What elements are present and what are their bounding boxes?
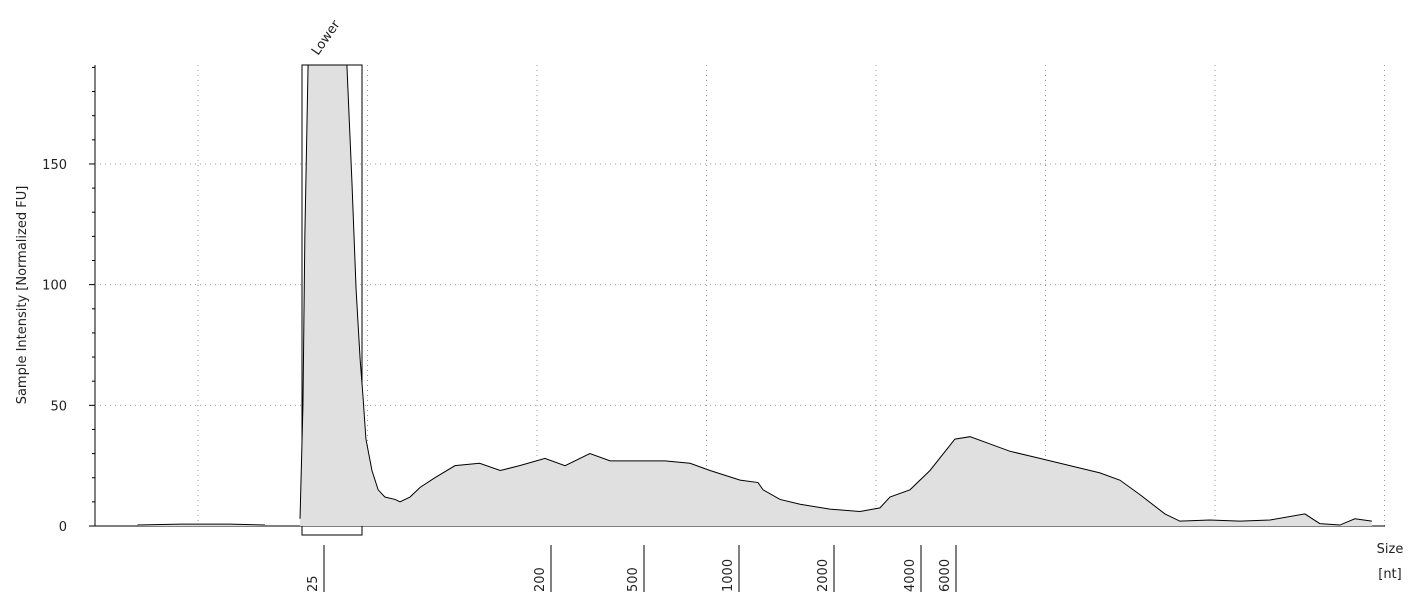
x-tick-label: 2000 [816,559,831,592]
area [300,65,1372,526]
x-tick-label: 4000 [903,559,918,592]
x-tick-label: 500 [626,567,641,592]
y-tick-label: 100 [42,279,67,294]
y-tick-label: 50 [50,399,67,414]
y-tick-label: 0 [59,520,67,535]
line [137,523,265,526]
x-tick-label: 6000 [938,559,953,592]
annotation: Lower [309,17,344,58]
line [299,65,1372,526]
x-axis-label: Size [1377,542,1404,557]
x-tick-label: 200 [533,567,548,592]
x-tick-label: 1000 [721,559,736,592]
y-tick-label: 150 [42,158,67,173]
x-axis-label: [nt] [1378,567,1401,582]
trace [137,65,1372,526]
x-tick-label: 25 [306,575,321,592]
y-axis-label: Sample Intensity [Normalized FU] [15,186,30,405]
